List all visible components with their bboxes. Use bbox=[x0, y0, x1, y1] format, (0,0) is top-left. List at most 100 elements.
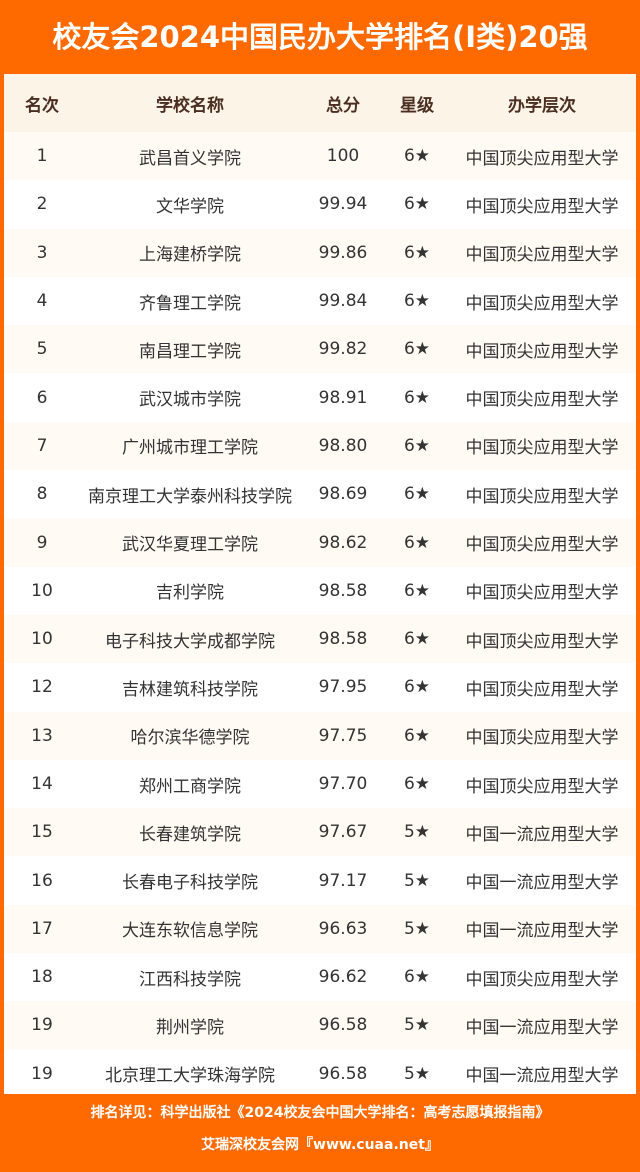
cell-rank: 5 bbox=[36, 339, 48, 360]
cell-stars: 5★ bbox=[403, 1063, 431, 1084]
cell-rank: 10 bbox=[31, 580, 53, 601]
cell-stars: 5★ bbox=[403, 1015, 431, 1036]
cell-level: 中国顶尖应用型大学 bbox=[465, 438, 619, 459]
cell-score: 98.58 bbox=[318, 580, 368, 601]
cell-level: 中国顶尖应用型大学 bbox=[465, 535, 619, 556]
cell-stars: 6★ bbox=[403, 967, 431, 988]
cell-level: 中国顶尖应用型大学 bbox=[465, 776, 619, 797]
table-row: 1 武昌首义学院 100 6★ 中国顶尖应用型大学 bbox=[4, 132, 636, 181]
cell-score: 96.58 bbox=[318, 1015, 368, 1036]
cell-school: 长春电子科技学院 bbox=[122, 873, 258, 894]
cell-school: 文华学院 bbox=[156, 196, 224, 217]
table-row: 12 吉林建筑科技学院 97.95 6★ 中国顶尖应用型大学 bbox=[4, 663, 636, 711]
cell-stars: 6★ bbox=[403, 629, 431, 650]
cell-level: 中国一流应用型大学 bbox=[465, 1066, 619, 1087]
cell-school: 电子科技大学成都学院 bbox=[105, 631, 275, 652]
footer: 排名详见：科学出版社《2024校友会中国大学排名：高考志愿填报指南》 艾瑞深校友… bbox=[0, 1094, 640, 1154]
cell-rank: 19 bbox=[31, 1015, 53, 1036]
cell-school: 武汉华夏理工学院 bbox=[122, 535, 258, 556]
cell-level: 中国顶尖应用型大学 bbox=[465, 631, 619, 652]
header-level: 办学层次 bbox=[508, 95, 576, 116]
table-row: 14 郑州工商学院 97.70 6★ 中国顶尖应用型大学 bbox=[4, 760, 636, 808]
table-row: 10 吉利学院 98.58 6★ 中国顶尖应用型大学 bbox=[4, 567, 636, 615]
cell-school: 江西科技学院 bbox=[139, 969, 241, 990]
cell-rank: 10 bbox=[31, 629, 53, 650]
header-rank: 名次 bbox=[25, 95, 59, 116]
cell-rank: 2 bbox=[36, 194, 48, 215]
cell-stars: 6★ bbox=[403, 774, 431, 794]
ranking-table: 名次 学校名称 总分 星级 办学层次 1 武昌首义学院 100 6★ 中国顶尖应用型大学… bbox=[4, 74, 636, 1094]
cell-score: 98.58 bbox=[318, 629, 368, 650]
cell-level: 中国一流应用型大学 bbox=[465, 873, 619, 894]
cell-rank: 4 bbox=[36, 291, 48, 312]
cell-rank: 9 bbox=[36, 532, 48, 553]
table-row: 4 齐鲁理工学院 99.84 6★ 中国顶尖应用型大学 bbox=[4, 277, 636, 325]
cell-stars: 6★ bbox=[403, 194, 431, 215]
cell-stars: 6★ bbox=[403, 677, 431, 698]
cell-school: 哈尔滨华德学院 bbox=[130, 728, 250, 749]
cell-level: 中国顶尖应用型大学 bbox=[465, 679, 619, 700]
cell-stars: 6★ bbox=[403, 484, 431, 505]
cell-level: 中国顶尖应用型大学 bbox=[465, 245, 619, 266]
cell-school: 北京理工大学珠海学院 bbox=[105, 1066, 275, 1087]
cell-school: 荆州学院 bbox=[156, 1017, 224, 1038]
cell-rank: 16 bbox=[31, 870, 53, 891]
table-row: 15 长春建筑学院 97.67 5★ 中国一流应用型大学 bbox=[4, 808, 636, 857]
cell-stars: 6★ bbox=[403, 339, 431, 360]
cell-rank: 12 bbox=[31, 677, 53, 698]
cell-school: 郑州工商学院 bbox=[139, 776, 241, 797]
cell-stars: 6★ bbox=[403, 435, 431, 456]
cell-school: 广州城市理工学院 bbox=[122, 438, 258, 459]
cell-score: 96.62 bbox=[318, 967, 368, 988]
cell-score: 99.82 bbox=[318, 339, 368, 360]
table-row: 17 大连东软信息学院 96.63 5★ 中国一流应用型大学 bbox=[4, 904, 636, 954]
cell-school: 大连东软信息学院 bbox=[122, 921, 258, 942]
cell-score: 97.95 bbox=[318, 677, 368, 698]
cell-score: 97.70 bbox=[318, 774, 368, 794]
cell-rank: 8 bbox=[36, 484, 48, 505]
table-row: 10 电子科技大学成都学院 98.58 6★ 中国顶尖应用型大学 bbox=[4, 614, 636, 664]
cell-rank: 14 bbox=[31, 774, 53, 794]
cell-school: 武汉城市学院 bbox=[139, 390, 241, 411]
cell-stars: 6★ bbox=[403, 387, 431, 408]
cell-rank: 3 bbox=[36, 242, 48, 263]
cell-score: 99.94 bbox=[318, 194, 368, 215]
cell-score: 100 bbox=[326, 146, 360, 167]
cell-rank: 6 bbox=[36, 387, 48, 408]
table-row: 18 江西科技学院 96.62 6★ 中国顶尖应用型大学 bbox=[4, 953, 636, 1001]
cell-level: 中国顶尖应用型大学 bbox=[465, 293, 619, 314]
cell-score: 98.80 bbox=[318, 435, 368, 456]
cell-level: 中国顶尖应用型大学 bbox=[465, 148, 619, 169]
header-school: 学校名称 bbox=[156, 95, 224, 116]
table-row: 9 武汉华夏理工学院 98.62 6★ 中国顶尖应用型大学 bbox=[4, 518, 636, 567]
cell-level: 中国顶尖应用型大学 bbox=[465, 196, 619, 217]
cell-level: 中国顶尖应用型大学 bbox=[465, 583, 619, 604]
cell-school: 南京理工大学泰州科技学院 bbox=[88, 486, 292, 507]
cell-stars: 6★ bbox=[403, 580, 431, 601]
cell-stars: 5★ bbox=[403, 870, 431, 891]
cell-score: 99.86 bbox=[318, 242, 368, 263]
cell-school: 吉利学院 bbox=[156, 583, 224, 604]
cell-level: 中国一流应用型大学 bbox=[465, 824, 619, 845]
cell-score: 98.91 bbox=[318, 387, 368, 408]
header-score: 总分 bbox=[326, 95, 360, 116]
cell-stars: 6★ bbox=[403, 146, 431, 167]
cell-level: 中国顶尖应用型大学 bbox=[465, 390, 619, 411]
header-stars: 星级 bbox=[400, 95, 434, 116]
cell-level: 中国一流应用型大学 bbox=[465, 1017, 619, 1038]
cell-level: 中国顶尖应用型大学 bbox=[465, 486, 619, 507]
cell-rank: 19 bbox=[31, 1063, 53, 1084]
footer-source: 排名详见：科学出版社《2024校友会中国大学排名：高考志愿填报指南》 bbox=[90, 1105, 550, 1121]
footer-website: 艾瑞深校友会网『www.cuaa.net』 bbox=[201, 1137, 439, 1153]
cell-rank: 17 bbox=[31, 918, 53, 939]
table-row: 3 上海建桥学院 99.86 6★ 中国顶尖应用型大学 bbox=[4, 228, 636, 277]
cell-level: 中国顶尖应用型大学 bbox=[465, 728, 619, 749]
cell-stars: 5★ bbox=[403, 918, 431, 939]
cell-score: 97.75 bbox=[318, 725, 368, 746]
cell-stars: 6★ bbox=[403, 532, 431, 553]
table-row: 6 武汉城市学院 98.91 6★ 中国顶尖应用型大学 bbox=[4, 373, 636, 421]
cell-score: 99.84 bbox=[318, 291, 368, 312]
cell-stars: 6★ bbox=[403, 291, 431, 312]
table-header-row: 名次 学校名称 总分 星级 办学层次 bbox=[4, 74, 636, 132]
table-row: 7 广州城市理工学院 98.80 6★ 中国顶尖应用型大学 bbox=[4, 421, 636, 471]
